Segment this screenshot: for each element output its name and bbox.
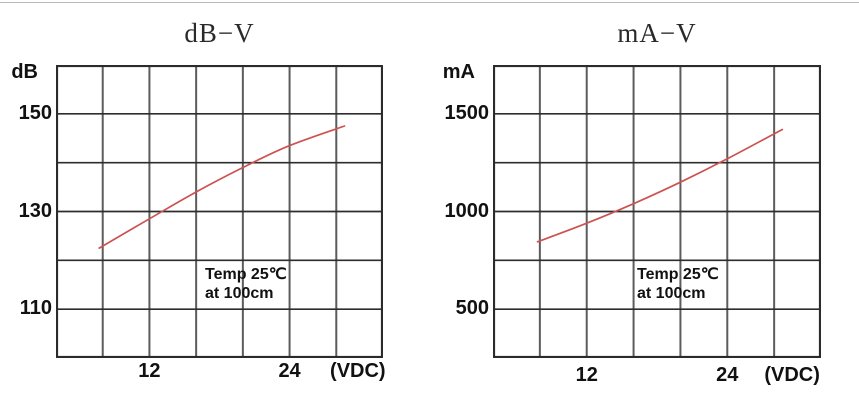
- data-curve: [536, 128, 784, 243]
- y-tick-label: 1000: [444, 199, 490, 222]
- x-tick-label: 12: [575, 364, 598, 386]
- chart-title: mA−V: [617, 18, 697, 48]
- chart-title: dB−V: [184, 18, 255, 48]
- x-axis-unit-label: (VDC): [764, 364, 820, 386]
- y-tick-label: 500: [455, 297, 489, 320]
- annotation-line-2: at 100cm: [637, 284, 706, 302]
- x-tick-label: 12: [138, 360, 161, 382]
- y-tick-label: 130: [18, 199, 52, 222]
- plot-area: [493, 65, 821, 358]
- x-axis-unit-label: (VDC): [330, 360, 386, 382]
- annotation-line-1: Temp 25℃: [637, 266, 719, 283]
- y-tick-label: 150: [18, 101, 52, 124]
- plot-border: [56, 65, 383, 358]
- plot-border: [493, 65, 821, 358]
- y-tick-label: 1500: [444, 101, 490, 124]
- annotation-line-1: Temp 25℃: [205, 266, 287, 283]
- grid-lines: [56, 65, 383, 358]
- annotation: Temp 25℃ at 100cm: [637, 266, 719, 304]
- y-tick-label: 110: [19, 297, 52, 320]
- annotation-line-2: at 100cm: [205, 284, 274, 302]
- y-axis-unit-label: mA: [442, 61, 475, 83]
- annotation: Temp 25℃ at 100cm: [205, 266, 287, 304]
- grid-lines: [493, 65, 821, 358]
- top-divider-line: [0, 2, 859, 3]
- x-tick-label: 24: [278, 360, 301, 382]
- plot-area: [56, 65, 383, 358]
- x-tick-label: 24: [716, 364, 739, 386]
- y-axis-unit-label: dB: [11, 61, 38, 83]
- data-curve: [98, 125, 346, 249]
